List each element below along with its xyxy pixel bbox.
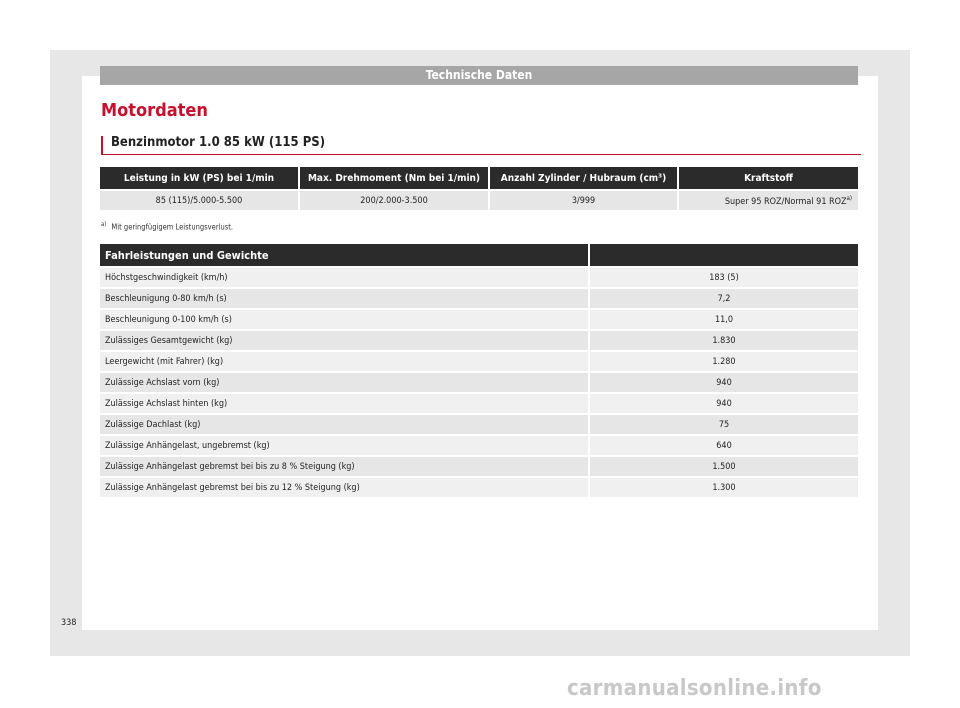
table-row: Zulässiges Gesamtgewicht (kg) 1.830 <box>100 331 858 350</box>
engine-col-torque: Max. Drehmoment (Nm bei 1/min) <box>300 167 488 189</box>
table-row: Zulässige Anhängelast gebremst bei bis z… <box>100 457 858 476</box>
row-value: 1.280 <box>590 352 858 371</box>
engine-table-header-row: Leistung in kW (PS) bei 1/min Max. Drehm… <box>100 167 858 189</box>
engine-col-cylinders: Anzahl Zylinder / Hubraum (cm³) <box>490 167 677 189</box>
watermark: carmanualsonline.info <box>567 676 822 701</box>
fuel-footnote-mark: a) <box>846 194 852 202</box>
engine-table-row: 85 (115)/5.000-5.500 200/2.000-3.500 3/9… <box>100 191 858 210</box>
engine-cell-power: 85 (115)/5.000-5.500 <box>100 191 298 210</box>
row-value: 75 <box>590 415 858 434</box>
row-value: 11,0 <box>590 310 858 329</box>
row-label: Zulässige Achslast vorn (kg) <box>100 373 588 392</box>
row-value: 7,2 <box>590 289 858 308</box>
row-label: Höchstgeschwindigkeit (km/h) <box>100 268 588 287</box>
row-label: Zulässige Anhängelast gebremst bei bis z… <box>100 478 588 497</box>
fuel-value: Super 95 ROZ/Normal 91 ROZ <box>724 196 847 207</box>
row-label: Beschleunigung 0-80 km/h (s) <box>100 289 588 308</box>
footnote-text: Mit geringfügigem Leistungsverlust. <box>111 222 234 232</box>
row-label: Zulässiges Gesamtgewicht (kg) <box>100 331 588 350</box>
row-value: 640 <box>590 436 858 455</box>
engine-cell-torque: 200/2.000-3.500 <box>300 191 488 210</box>
row-value: 1.830 <box>590 331 858 350</box>
row-value: 940 <box>590 373 858 392</box>
row-label: Leergewicht (mit Fahrer) (kg) <box>100 352 588 371</box>
table-row: Zulässige Anhängelast, ungebremst (kg) 64… <box>100 436 858 455</box>
subtitle-frame: Benzinmotor 1.0 85 kW (115 PS) <box>101 135 861 155</box>
page-number: 338 <box>61 618 77 628</box>
performance-header-empty <box>590 244 858 266</box>
row-value: 1.300 <box>590 478 858 497</box>
engine-cell-fuel: Super 95 ROZ/Normal 91 ROZa) <box>679 191 858 210</box>
table-row: Höchstgeschwindigkeit (km/h) 183 (5) <box>100 268 858 287</box>
engine-cell-cylinders: 3/999 <box>490 191 677 210</box>
table-row: Leergewicht (mit Fahrer) (kg) 1.280 <box>100 352 858 371</box>
table-row: Zulässige Anhängelast gebremst bei bis z… <box>100 478 858 497</box>
performance-table: Fahrleistungen und Gewichte Höchstgeschw… <box>98 242 860 499</box>
section-header: Technische Daten <box>100 66 858 85</box>
table-row: Beschleunigung 0-100 km/h (s) 11,0 <box>100 310 858 329</box>
footnote-mark: a) <box>101 221 107 228</box>
table-row: Zulässige Dachlast (kg) 75 <box>100 415 858 434</box>
engine-subtitle: Benzinmotor 1.0 85 kW (115 PS) <box>111 135 326 150</box>
row-value: 183 (5) <box>590 268 858 287</box>
footnote: a) Mit geringfügigem Leistungsverlust. <box>101 221 233 232</box>
row-label: Zulässige Anhängelast gebremst bei bis z… <box>100 457 588 476</box>
performance-header-row: Fahrleistungen und Gewichte <box>100 244 858 266</box>
row-value: 940 <box>590 394 858 413</box>
row-label: Zulässige Achslast hinten (kg) <box>100 394 588 413</box>
table-row: Zulässige Achslast vorn (kg) 940 <box>100 373 858 392</box>
table-row: Zulässige Achslast hinten (kg) 940 <box>100 394 858 413</box>
engine-col-fuel: Kraftstoff <box>679 167 858 189</box>
row-label: Beschleunigung 0-100 km/h (s) <box>100 310 588 329</box>
row-label: Zulässige Dachlast (kg) <box>100 415 588 434</box>
engine-data-table: Leistung in kW (PS) bei 1/min Max. Drehm… <box>98 165 860 212</box>
engine-col-power: Leistung in kW (PS) bei 1/min <box>100 167 298 189</box>
row-value: 1.500 <box>590 457 858 476</box>
performance-header: Fahrleistungen und Gewichte <box>100 244 588 266</box>
table-row: Beschleunigung 0-80 km/h (s) 7,2 <box>100 289 858 308</box>
page-title: Motordaten <box>101 100 208 121</box>
row-label: Zulässige Anhängelast, ungebremst (kg) <box>100 436 588 455</box>
